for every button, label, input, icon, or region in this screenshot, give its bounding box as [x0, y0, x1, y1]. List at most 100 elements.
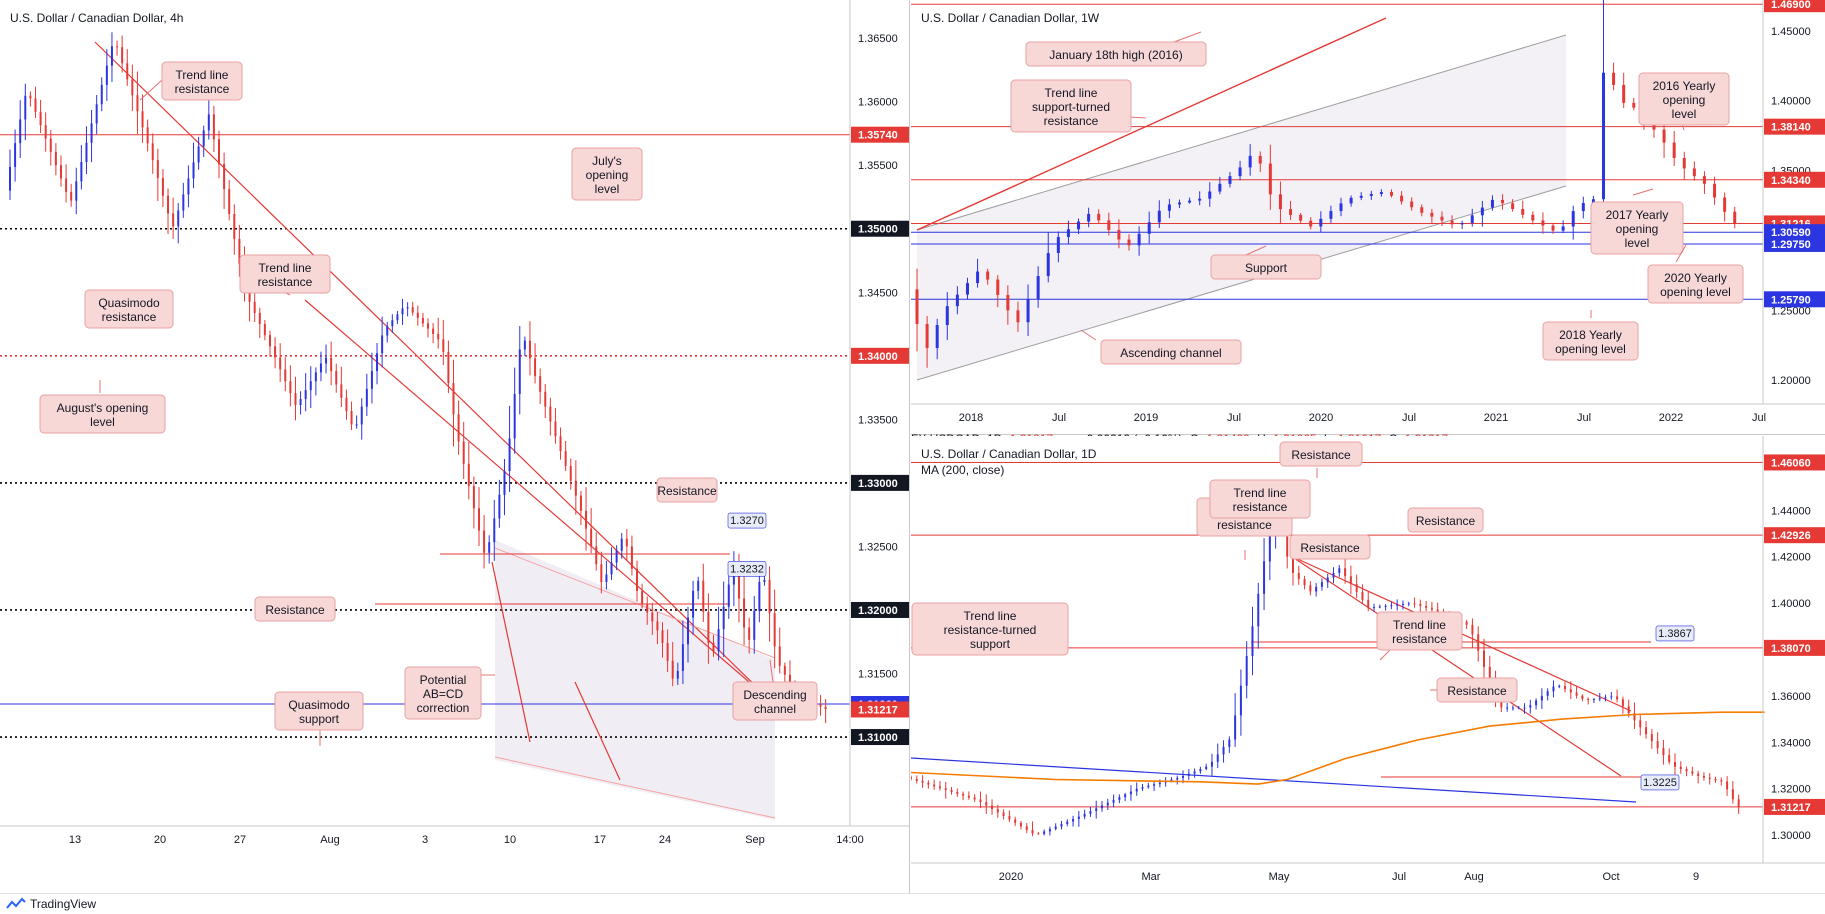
- candle: [692, 580, 695, 635]
- candle: [630, 535, 633, 576]
- candle: [1167, 198, 1171, 219]
- candle: [1726, 776, 1729, 797]
- candle: [238, 225, 241, 277]
- annotation-callout[interactable]: Support: [1210, 245, 1322, 280]
- candle: [1112, 794, 1115, 808]
- chart-title: U.S. Dollar / Canadian Dollar, 4h: [10, 11, 183, 25]
- level-tag: 1.3232: [727, 561, 767, 577]
- x-tick-label: 2019: [1134, 412, 1158, 424]
- candle: [477, 487, 480, 546]
- trend-line-resistance-1: [94, 41, 771, 701]
- candle: [1592, 697, 1595, 704]
- candle: [299, 391, 302, 415]
- annotation-callout[interactable]: Resistance: [656, 477, 718, 503]
- annotation-callout[interactable]: Resistance: [1279, 441, 1363, 478]
- price-tag: 1.31000: [851, 729, 909, 746]
- y-tick-label: 1.30000: [1771, 830, 1811, 842]
- annotation-callout[interactable]: Ascending channel: [1080, 329, 1242, 365]
- chart-1d-svg[interactable]: 1.440001.420001.400001.380001.360001.340…: [911, 436, 1825, 893]
- candle: [1205, 763, 1208, 771]
- candle: [1731, 781, 1734, 804]
- candle: [1682, 151, 1686, 180]
- price-tag: 1.25790: [1764, 291, 1825, 308]
- candle: [579, 490, 582, 526]
- chart-panel-4h[interactable]: 1.36500 1.36000 1.35500 1.35000 1.34500 1.340…: [0, 0, 910, 893]
- candle: [1511, 705, 1514, 711]
- price-tag: 1.46060: [1764, 454, 1825, 471]
- y-tick-label: 1.20000: [1771, 375, 1811, 387]
- candle: [1107, 212, 1111, 236]
- annotation-callout[interactable]: Resistance: [1407, 507, 1484, 533]
- candle: [1248, 144, 1252, 176]
- candle: [1187, 769, 1190, 780]
- candle: [1612, 62, 1616, 91]
- annotation-callout[interactable]: Resistance: [911, 534, 1371, 566]
- chart-panel-1w[interactable]: 1.450001.400001.350001.300001.250001.200…: [911, 0, 1825, 435]
- candle: [600, 551, 603, 594]
- candle: [70, 183, 73, 207]
- candle: [467, 442, 470, 500]
- candle: [121, 35, 124, 73]
- candle: [1440, 211, 1444, 227]
- candle: [753, 595, 756, 654]
- candle: [539, 368, 542, 405]
- x-tick-label: 2018: [959, 412, 983, 424]
- svg-text:2020 Yearly: 2020 Yearly: [1664, 271, 1727, 285]
- candle: [933, 779, 936, 790]
- abcd-arrow-2: [574, 681, 621, 781]
- candle: [172, 197, 175, 239]
- candle: [661, 622, 664, 658]
- price-tag: 1.31217: [851, 701, 909, 718]
- y-tick-label: 1.36500: [858, 33, 898, 45]
- x-tick-label: 2020: [999, 871, 1023, 883]
- svg-text:1.38070: 1.38070: [1771, 643, 1811, 655]
- candle: [1245, 641, 1248, 699]
- candle: [1396, 599, 1399, 611]
- candle: [202, 125, 205, 157]
- candle: [498, 479, 501, 528]
- candle: [1019, 820, 1022, 830]
- svg-text:resistance: resistance: [1233, 500, 1288, 514]
- price-tag: 1.38140: [1764, 118, 1825, 135]
- annotation-callout[interactable]: Resistance: [1430, 677, 1518, 703]
- chart-1w-svg[interactable]: 1.450001.400001.350001.300001.250001.200…: [911, 0, 1825, 434]
- candle: [1177, 199, 1181, 209]
- chart-panel-1d[interactable]: 1.440001.420001.400001.380001.360001.340…: [911, 436, 1825, 893]
- ma-200-line: [911, 711, 1765, 785]
- candle: [1344, 559, 1347, 584]
- x-tick-label: 27: [234, 834, 246, 846]
- candle: [411, 301, 414, 316]
- channel-lower: [916, 185, 1567, 381]
- candle: [452, 359, 455, 447]
- candle: [1477, 626, 1480, 662]
- candle: [534, 343, 537, 384]
- annotation-callout[interactable]: January 18th high (2016): [1025, 31, 1207, 67]
- candle: [564, 440, 567, 471]
- candle: [268, 330, 271, 357]
- candle: [915, 268, 919, 352]
- candle: [177, 203, 180, 244]
- chart-4h-svg[interactable]: 1.36500 1.36000 1.35500 1.35000 1.34500 1.340…: [0, 0, 909, 893]
- annotation-callout[interactable]: Resistance: [254, 596, 336, 622]
- candle: [493, 499, 496, 561]
- channel-upper: [494, 547, 776, 659]
- candle: [95, 95, 98, 135]
- candle: [927, 780, 930, 789]
- candle: [1575, 685, 1578, 699]
